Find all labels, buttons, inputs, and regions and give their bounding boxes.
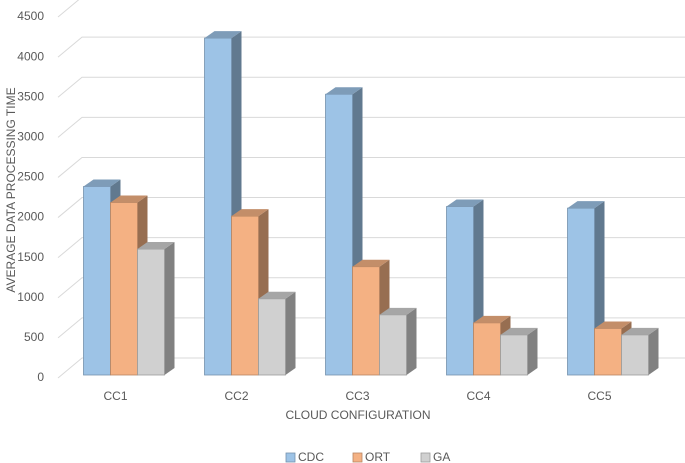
y-tick-label: 3500 [17,89,44,103]
x-tick-label: CC5 [587,389,611,403]
x-axis-title: CLOUD CONFIGURATION [285,408,430,422]
y-axis-title: AVERAGE DATA PROCESSING TIME [4,87,18,292]
legend-swatch [420,452,431,463]
bar [110,202,138,376]
bar-side [406,307,417,375]
bar [500,334,528,376]
grid-line [57,76,685,98]
bar-top [594,321,632,329]
bar [567,207,595,376]
y-tick-label: 4500 [17,9,44,23]
grid-line [57,0,80,18]
grid-line [57,116,685,138]
legend-label: GA [433,450,450,463]
legend-swatch [285,452,296,463]
y-tick-label: 0 [37,370,44,384]
bar [352,266,380,376]
grid-line [57,277,685,299]
bar [258,298,286,376]
bar [204,37,232,376]
bar [325,93,353,376]
bar [473,322,501,376]
bar-top [379,307,417,315]
legend-label: ORT [365,450,391,463]
grid-line [57,197,685,218]
bar [83,186,111,376]
bar-top [446,199,484,207]
x-tick-label: CC2 [224,389,248,403]
bar-side [527,327,538,375]
bar [621,334,649,376]
bar-top [137,242,175,250]
y-tick-label: 500 [24,330,44,344]
y-tick-label: 2000 [17,210,44,224]
bar [231,215,259,376]
grid-line [57,237,685,259]
bar-top [567,201,605,209]
bar-top [110,195,148,203]
y-tick-label: 4000 [17,49,44,63]
legend-swatch [352,452,363,463]
bar-side [164,242,175,375]
bar-top [204,31,242,39]
bar [446,206,474,376]
legend-label: CDC [298,450,324,463]
y-tick-label: 2500 [17,170,44,184]
bar [594,328,622,376]
grid-line [57,36,685,58]
bar-top [473,315,511,323]
y-tick-label: 1000 [17,290,44,304]
x-tick-label: CC4 [466,389,490,403]
bar-top [621,327,659,335]
bar [137,248,165,376]
bar [379,314,407,376]
bar-top [83,179,121,187]
bar-side [285,291,296,375]
bar-top [258,291,296,299]
grid-line [57,156,685,178]
bar-top [231,209,269,217]
x-tick-label: CC3 [345,389,369,403]
bar-top [500,327,538,335]
bar-top [352,259,390,267]
y-tick-label: 3000 [17,130,44,144]
bar-side [648,327,659,375]
bar-top [325,87,363,95]
x-tick-label: CC1 [103,389,127,403]
y-tick-label: 1500 [17,250,44,264]
